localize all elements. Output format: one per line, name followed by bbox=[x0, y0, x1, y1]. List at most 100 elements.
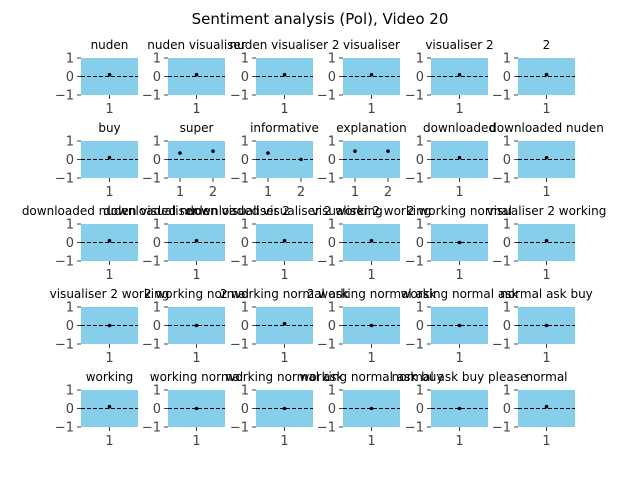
y-tick-label: 0 bbox=[416, 236, 424, 251]
y-tick-label: 0 bbox=[503, 236, 511, 251]
x-tick-label: 1 bbox=[455, 185, 463, 200]
x-tick-label: 1 bbox=[192, 434, 200, 449]
y-tick-label: −1 bbox=[55, 255, 74, 270]
x-tick-label: 1 bbox=[192, 268, 200, 283]
x-tick-label: 1 bbox=[455, 434, 463, 449]
y-tick-label: 1 bbox=[66, 301, 74, 316]
subplot-title: normal bbox=[525, 370, 567, 384]
subplot-title: explanation bbox=[336, 121, 407, 135]
subplot-title: super bbox=[180, 121, 214, 135]
y-tick-label: 1 bbox=[153, 301, 161, 316]
y-tick-label: 0 bbox=[328, 236, 336, 251]
subplot: buy 1 0 −1 1 bbox=[55, 121, 138, 200]
y-tick-label: 1 bbox=[503, 135, 511, 150]
subplot-title: normal ask buy bbox=[500, 287, 593, 301]
y-tick-label: 0 bbox=[416, 153, 424, 168]
x-tick-label: 1 bbox=[542, 268, 550, 283]
y-tick-label: 1 bbox=[328, 52, 336, 67]
y-tick-label: −1 bbox=[317, 255, 336, 270]
y-tick-label: −1 bbox=[492, 255, 511, 270]
subplot: super 1 0 −1 1 2 bbox=[142, 121, 225, 200]
data-point bbox=[369, 72, 374, 77]
subplot-title: 2 working normal bbox=[144, 287, 249, 301]
data-point bbox=[107, 72, 112, 77]
subplot: working 1 0 −1 1 bbox=[55, 370, 138, 449]
subplot: nuden visualiser 210−11 bbox=[230, 38, 340, 117]
x-tick-label: 1 bbox=[264, 185, 272, 200]
y-tick-label: 0 bbox=[503, 70, 511, 85]
y-tick-label: −1 bbox=[492, 89, 511, 104]
y-tick-label: −1 bbox=[317, 421, 336, 436]
data-point bbox=[544, 238, 549, 243]
y-tick-label: 0 bbox=[503, 153, 511, 168]
x-tick-label: 1 bbox=[367, 434, 375, 449]
subplot-title: nuden visualiser bbox=[147, 38, 246, 52]
y-tick-label: −1 bbox=[142, 255, 161, 270]
y-tick-label: −1 bbox=[230, 89, 249, 104]
subplot-title: visualiser 2 working bbox=[50, 287, 170, 301]
data-point bbox=[194, 323, 199, 328]
subplot-title: buy bbox=[98, 121, 120, 135]
y-tick-label: 1 bbox=[503, 218, 511, 233]
y-tick-label: 1 bbox=[241, 135, 249, 150]
x-tick-label: 1 bbox=[367, 102, 375, 117]
subplot-title: 2 working normal bbox=[407, 204, 512, 218]
y-tick-label: 0 bbox=[66, 236, 74, 251]
y-tick-label: −1 bbox=[405, 338, 424, 353]
y-tick-label: 1 bbox=[503, 52, 511, 67]
y-tick-label: −1 bbox=[317, 89, 336, 104]
subplot: normal 1 0 −1 1 bbox=[492, 370, 575, 449]
subplot-title: nuden bbox=[91, 38, 129, 52]
y-tick-label: 1 bbox=[153, 52, 161, 67]
y-tick-label: 0 bbox=[328, 402, 336, 417]
y-tick-label: 1 bbox=[153, 218, 161, 233]
y-tick-label: 0 bbox=[241, 236, 249, 251]
y-tick-label: −1 bbox=[230, 255, 249, 270]
y-tick-label: 1 bbox=[503, 384, 511, 399]
data-point bbox=[544, 404, 549, 409]
data-point bbox=[194, 406, 199, 411]
y-tick-label: −1 bbox=[55, 89, 74, 104]
y-tick-label: 0 bbox=[241, 319, 249, 334]
x-tick-label: 1 bbox=[367, 268, 375, 283]
subplot-title: visualiser bbox=[343, 38, 400, 52]
x-tick-label: 1 bbox=[105, 434, 113, 449]
subplot-title: working normal ask bbox=[401, 287, 519, 301]
data-point bbox=[107, 238, 112, 243]
x-tick-label: 1 bbox=[542, 351, 550, 366]
data-point bbox=[369, 323, 374, 328]
y-tick-label: 0 bbox=[153, 153, 161, 168]
data-point bbox=[457, 323, 462, 328]
y-tick-label: −1 bbox=[492, 338, 511, 353]
y-tick-label: 1 bbox=[328, 135, 336, 150]
data-point bbox=[544, 155, 549, 160]
data-point bbox=[544, 72, 549, 77]
y-tick-label: 0 bbox=[241, 153, 249, 168]
data-point bbox=[457, 155, 462, 160]
y-tick-label: 1 bbox=[416, 135, 424, 150]
subplot-title: nuden visualiser 2 bbox=[230, 38, 340, 52]
y-tick-label: 0 bbox=[153, 402, 161, 417]
y-tick-label: 1 bbox=[416, 52, 424, 67]
y-tick-label: 1 bbox=[328, 218, 336, 233]
y-tick-label: −1 bbox=[405, 89, 424, 104]
data-point bbox=[457, 406, 462, 411]
x-tick-label: 1 bbox=[455, 268, 463, 283]
subplot-title: downloaded nuden bbox=[489, 121, 604, 135]
data-point bbox=[282, 238, 287, 243]
y-tick-label: −1 bbox=[55, 172, 74, 187]
